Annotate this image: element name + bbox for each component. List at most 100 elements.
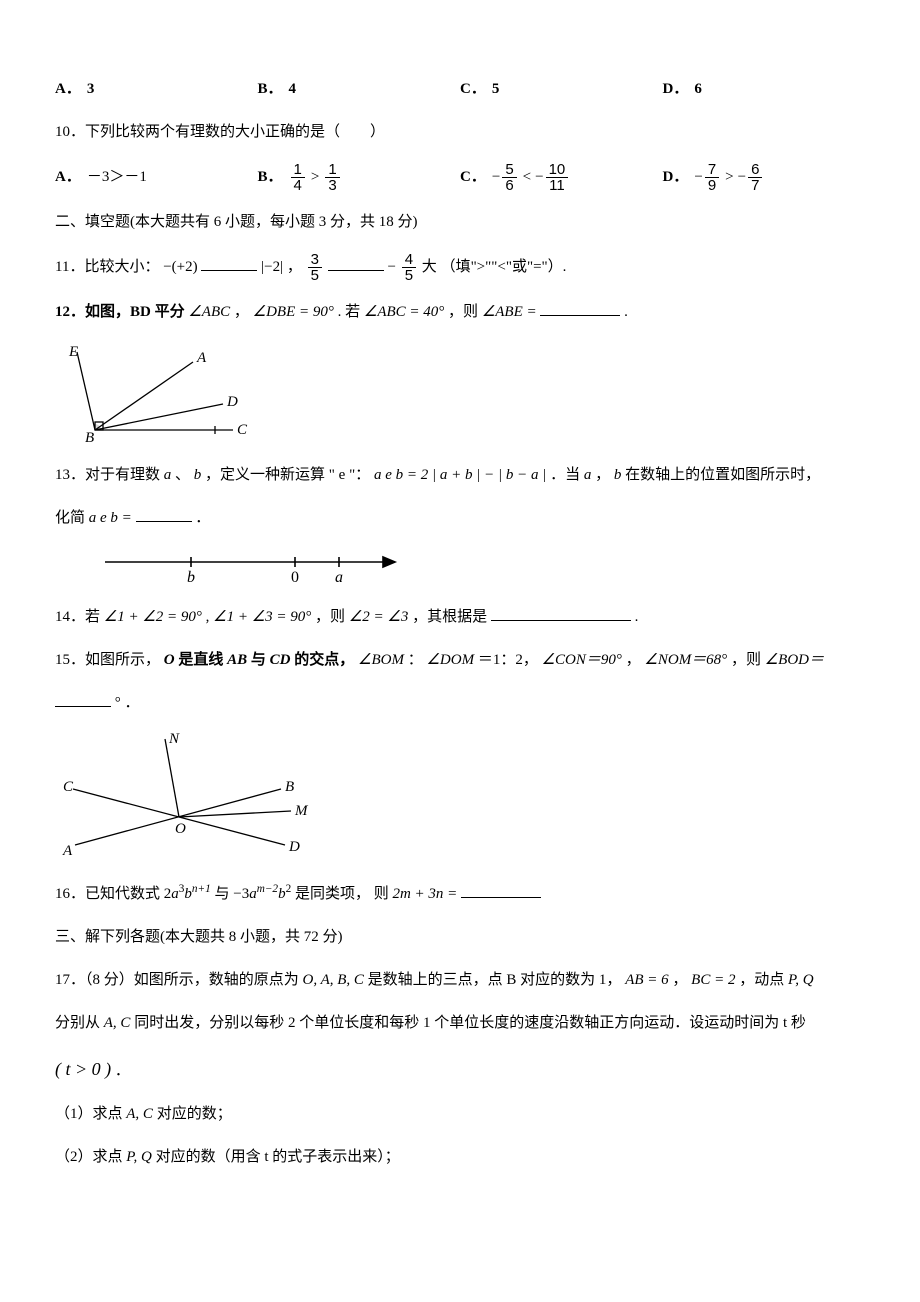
label: B． [258,164,283,191]
ang-abe: ∠ABE = [482,304,537,320]
label-n: N [168,733,180,747]
mid: 与 [214,886,233,902]
deg: ° [115,695,121,711]
c2: ，动点 [739,972,788,988]
t1-b: b [184,886,192,902]
q10-option-d: D． − 7 9 > − 6 7 [663,162,866,193]
tail: ．当 [550,467,584,483]
c3: ，其根据是 [412,609,487,625]
q11: 11．比较大小： −(+2) |−2| ， 3 5 − 4 5 大 （填">""… [55,252,865,283]
expr: a e b = 2 | a + b | − | b − a | [374,467,546,483]
label-a: A [196,350,207,366]
bod: ∠BOD＝ [765,652,824,668]
neg: − [492,164,500,191]
abs-r: | [280,259,283,275]
dom: ∠DOM [426,652,474,668]
q17-line2: 分别从 A, C 同时出发，分别以每秒 2 个单位长度和每秒 1 个单位长度的速… [55,1010,865,1037]
ang-abc-40: ∠ABC = 40° [364,304,444,320]
a: a [164,467,172,483]
label-m: M [294,803,309,819]
prefix: 11．比较大小： [55,259,159,275]
fraction-d: 4 5 [402,252,416,283]
neg-r: − [738,164,746,191]
q12: 12．如图，BD 平分 ∠ABC ， ∠DBE = 90° . 若 ∠ABC =… [55,299,865,326]
intersecting-lines: N B M D C A O [55,733,315,863]
q14: 14．若 ∠1 + ∠2 = 90° , ∠1 + ∠3 = 90° ，则 ∠2… [55,604,865,631]
then: ，则 [448,304,478,320]
l2a: 分别从 [55,1015,104,1031]
q13-figure: b 0 a [95,548,865,588]
l2b: 同时出发，分别以每秒 2 个单位长度和每秒 1 个单位长度的速度沿数轴正方向运动… [134,1015,806,1031]
ab: AB [227,652,247,668]
label-a: a [335,569,343,586]
mid1: 、 [175,467,190,483]
comma: ， [595,467,610,483]
simplify: 化简 [55,510,89,526]
q15-line2: ° ． [55,690,865,717]
mid1: 是数轴上的三点，点 B 对应的数为 1， [368,972,622,988]
q17-line1: 17．（8 分）如图所示，数轴的原点为 O, A, B, C 是数轴上的三点，点… [55,967,865,994]
mid2: ，定义一种新运算 " e "： [205,467,370,483]
op: > [725,164,733,191]
label: D． [663,164,689,191]
aeb: a e b = [89,510,132,526]
period: . [635,609,639,625]
oabc: O, A, B, C [303,972,364,988]
number-line: b 0 a [95,548,415,588]
value: 4 [289,76,297,103]
q10-options: A． －3 ＞ －1 B． 1 4 > 1 3 C． − 5 6 < − 10 … [55,162,865,193]
p2-tail: 对应的数（用含 t 的式子表示出来）； [156,1149,400,1165]
blank [491,605,631,621]
q15-figure: N B M D C A O [55,733,865,863]
pre: 12．如图，BD 平分 [55,304,185,320]
c2: ，则 [315,609,345,625]
section-3-heading: 三、解下列各题(本大题共 8 小题，共 72 分) [55,924,865,951]
op: ＞ [109,164,124,191]
period: ． [195,510,210,526]
q15-line1: 15．如图所示， O 是直线 AB 与 CD 的交点， ∠BOM ： ∠DOM … [55,647,865,674]
fraction-left: 7 9 [705,162,719,193]
angle-diagram: E A D C B [55,342,255,446]
pre: 14．若 [55,609,100,625]
q9-option-a: A． 3 [55,76,258,103]
label: C． [460,76,486,103]
label: A． [55,164,81,191]
label: C． [460,164,486,191]
neg-r: − [535,164,543,191]
expr-a: −(+2) [163,259,197,275]
b2: b [614,467,622,483]
p2-pq: P, Q [126,1149,152,1165]
b-val: −2 [264,259,280,275]
neg: − [694,164,702,191]
blank-1 [201,255,257,271]
mid3: 的交点， [294,652,354,668]
blank [55,691,111,707]
section-2-heading: 二、填空题(本大题共有 6 小题，每小题 3 分，共 18 分) [55,209,865,236]
period: . [624,304,628,320]
q17-part1: （1）求点 A, C 对应的数； [55,1101,865,1128]
expr: 2m + 3n = [392,886,457,902]
value: 6 [694,76,702,103]
q10-option-b: B． 1 4 > 1 3 [258,162,461,193]
label-a: A [62,843,73,859]
p2: （2）求点 [55,1149,126,1165]
dot: . 若 [338,304,361,320]
label-d: D [226,394,238,410]
cd: CD [270,652,291,668]
e3: ∠2 = ∠3 [349,609,409,625]
label-c: C [237,422,248,438]
q12-figure: E A D C B [55,342,865,446]
q17-part2: （2）求点 P, Q 对应的数（用含 t 的式子表示出来）； [55,1144,865,1171]
fraction-c: 3 5 [308,252,322,283]
t2-b: b [278,886,286,902]
fraction-right: 10 11 [546,162,569,193]
colon: ： [408,652,423,668]
t2-aexp: m−2 [257,883,278,895]
label: A． [55,76,81,103]
e2: ∠1 + ∠3 = 90° [213,609,311,625]
mid2: 是同类项， 则 [295,886,393,902]
mid2: 与 [251,652,270,668]
q10-option-c: C． − 5 6 < − 10 11 [460,162,663,193]
fraction-left: 1 4 [291,162,305,193]
bom: ∠BOM [358,652,404,668]
